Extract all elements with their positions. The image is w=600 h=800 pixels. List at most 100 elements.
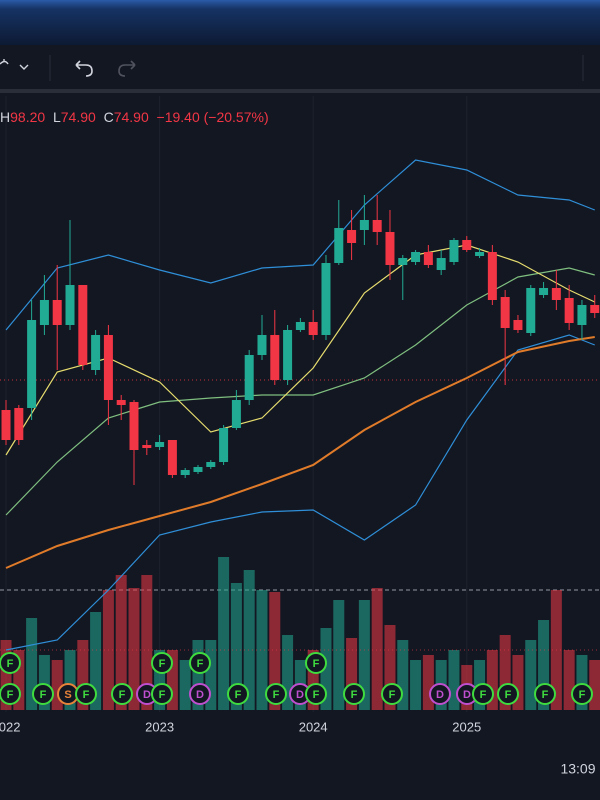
candle-body [231,400,241,428]
volume-bar [166,650,178,710]
volume-bar [589,660,600,710]
badge-ring [305,652,327,674]
candle-body [551,288,561,300]
candle-body [334,228,344,263]
indicator-line [5,159,595,331]
badge-ring [534,683,556,705]
badge-label: F [159,689,166,701]
volume-bar [218,557,230,710]
redo[interactable] [118,60,136,77]
candle-body [78,285,88,365]
badge-label: F [351,689,358,701]
badge-ring [381,683,403,705]
badge-ring [265,683,287,705]
candle-body [564,298,574,323]
candle-body [65,285,75,325]
candle-body [206,462,216,467]
volume-bar [154,650,166,710]
event-badge: F [32,683,54,705]
candle-body [257,335,267,355]
candle-body [526,288,536,333]
badge-ring [0,683,21,705]
badge-label: D [463,689,471,701]
value: 98.20 [10,109,46,125]
volume-bar [256,590,268,710]
event-badge: F [0,652,21,674]
candle-body [52,300,62,325]
badge-label: F [197,658,204,670]
undo[interactable] [75,60,93,77]
x-tick-label: 2025 [452,719,481,734]
candle-body [539,288,549,295]
volume-bar [179,660,191,710]
volume-bar [141,575,153,710]
event-badge: F [151,652,173,674]
candle-body [347,230,357,243]
badge-label: F [7,689,14,701]
badge-label: F [313,658,320,670]
badge-ring [571,683,593,705]
badge-label: F [389,689,396,701]
badge-ring [189,683,211,705]
key: C [103,109,114,125]
candle-body [398,258,408,265]
volume-bar [13,650,25,710]
key: H [0,109,11,125]
candle-body [475,252,485,256]
badge-label: S [64,689,71,701]
volume-bar [282,635,294,710]
event-badge: F [343,683,365,705]
candle-body [513,320,523,330]
candle-body [590,305,600,313]
badge-ring [429,683,451,705]
badge-label: F [7,658,14,670]
badge-ring [32,683,54,705]
volume-bar [243,570,255,710]
volume-bar [0,640,12,710]
volume-bar [448,650,460,710]
candle-body [14,408,24,440]
badge-ring [343,683,365,705]
volume-bar [77,640,89,710]
badge-label: F [505,689,512,701]
badge-label: F [579,689,586,701]
indicator-line [5,334,595,651]
volume-bar [26,618,38,710]
event-badge: F [571,683,593,705]
indicator-line [5,336,595,569]
badge-label: F [83,689,90,701]
volume-bar [371,588,383,710]
candle-body [244,355,254,400]
event-badge: F [189,652,211,674]
candle-body [103,335,113,400]
volume-bar [230,583,242,710]
volume-bar [512,655,524,710]
event-badge: F [151,683,173,705]
badge-ring [472,683,494,705]
candle-body [142,445,152,448]
candle-body [372,220,382,232]
volume-bar [384,625,396,710]
event-badge: F [227,683,249,705]
event-badge: F [0,683,21,705]
badge-ring [305,683,327,705]
event-badge: D [136,683,158,705]
badge-label: F [159,658,166,670]
change: −19.40 (−20.57%) [156,109,269,125]
event-badge: F [265,683,287,705]
candle-body [27,320,37,408]
volume-bar [346,638,358,710]
volume-bar [38,655,50,710]
volume-bar [320,628,332,710]
volume-bar [90,612,102,710]
dropdown[interactable] [19,64,29,70]
volume-bar [525,640,537,710]
badge-label: F [235,689,242,701]
badge-label: D [296,689,304,701]
event-badge: F [381,683,403,705]
event-badge: D [429,683,451,705]
volume-bar [563,650,575,710]
chart-style-icon[interactable] [0,59,9,65]
badge-ring [111,683,133,705]
